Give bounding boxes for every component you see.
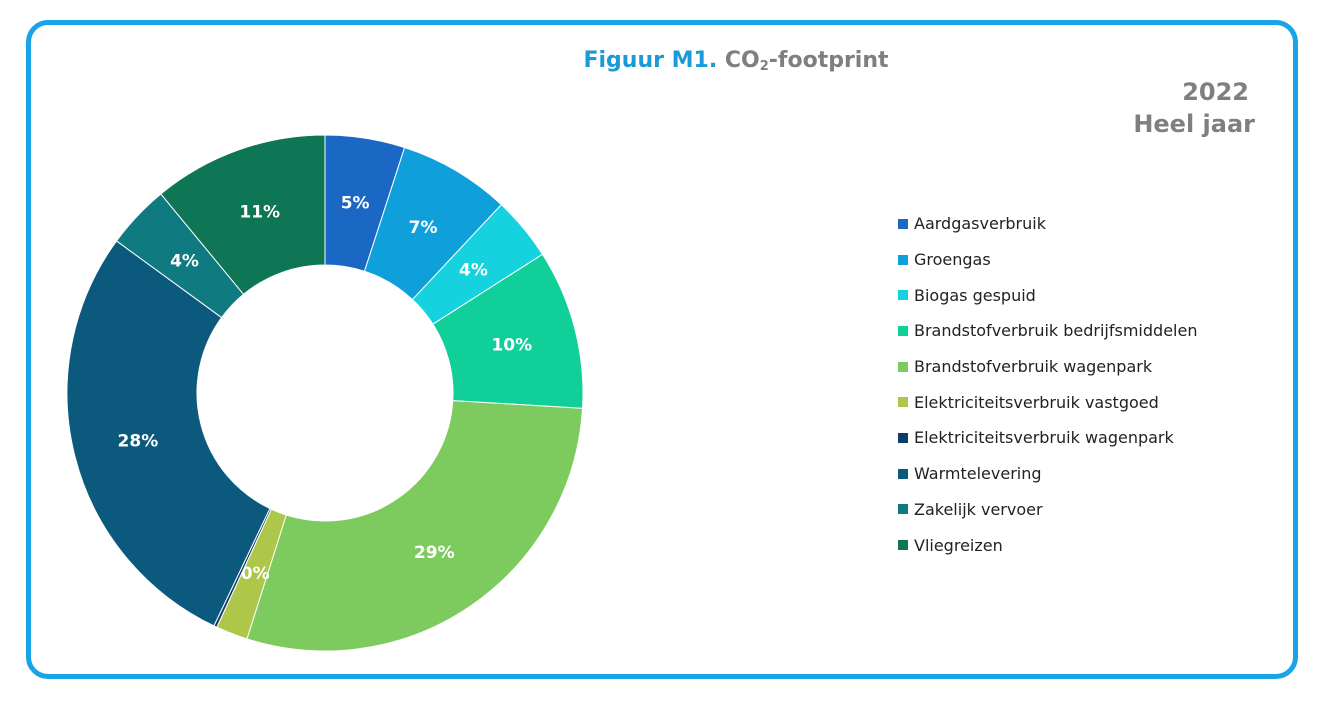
chart-legend: Aardgasverbruik Groengas Biogas gespuid Bra…	[898, 206, 1197, 563]
legend-label: Brandstofverbruik wagenpark	[914, 357, 1153, 377]
legend-label: Biogas gespuid	[914, 285, 1036, 305]
legend-label: Brandstofverbruik bedrijfsmiddelen	[914, 321, 1198, 341]
title-text: CO2-footprint	[724, 48, 889, 74]
legend-item-0: Aardgasverbruik	[898, 206, 1197, 242]
legend-item-5: Elektriciteitsverbruik vastgoed	[898, 384, 1197, 420]
legend-item-6: Elektriciteitsverbruik wagenpark	[898, 420, 1197, 456]
period-year: 2022	[1182, 78, 1249, 106]
legend-swatch	[898, 254, 908, 265]
legend-swatch	[898, 290, 908, 301]
data-label-2: 4%	[459, 261, 488, 281]
donut-segment-7	[66, 240, 271, 627]
legend-swatch	[898, 397, 908, 408]
legend-label: Elektriciteitsverbruik wagenpark	[914, 428, 1174, 448]
legend-label: Elektriciteitsverbruik vastgoed	[914, 392, 1159, 412]
legend-swatch	[898, 361, 908, 372]
data-label-8: 4%	[170, 252, 199, 272]
donut-segment-4	[246, 400, 584, 652]
figure-label: Figuur M1.	[583, 48, 718, 73]
legend-swatch	[898, 540, 908, 551]
legend-item-2: Biogas gespuid	[898, 277, 1197, 313]
legend-item-3: Brandstofverbruik bedrijfsmiddelen	[898, 313, 1197, 349]
data-label-9: 11%	[239, 202, 280, 222]
legend-label: Zakelijk vervoer	[914, 499, 1043, 519]
donut-segment-9	[160, 134, 326, 295]
legend-swatch	[898, 432, 908, 443]
legend-label: Warmtelevering	[914, 464, 1042, 484]
legend-swatch	[898, 468, 908, 479]
legend-item-1: Groengas	[898, 242, 1197, 278]
legend-swatch	[898, 218, 908, 229]
legend-item-9: Vliegreizen	[898, 527, 1197, 563]
legend-swatch	[898, 325, 908, 336]
chart-title: Figuur M1. CO2-footprint	[0, 48, 1329, 74]
legend-label: Groengas	[914, 250, 991, 270]
legend-label: Vliegreizen	[914, 535, 1003, 555]
legend-item-4: Brandstofverbruik wagenpark	[898, 349, 1197, 385]
period-label: 2022 Heel jaar	[1133, 76, 1255, 140]
period-range: Heel jaar	[1133, 110, 1255, 138]
data-label-5: 0%	[241, 564, 270, 584]
data-label-1: 7%	[409, 218, 438, 238]
legend-label: Aardgasverbruik	[914, 214, 1046, 234]
legend-swatch	[898, 504, 908, 515]
data-label-7: 28%	[118, 431, 159, 451]
legend-item-7: Warmtelevering	[898, 456, 1197, 492]
data-label-3: 10%	[491, 336, 532, 356]
data-label-0: 5%	[341, 193, 370, 213]
legend-item-8: Zakelijk vervoer	[898, 492, 1197, 528]
data-label-4: 29%	[414, 543, 455, 563]
